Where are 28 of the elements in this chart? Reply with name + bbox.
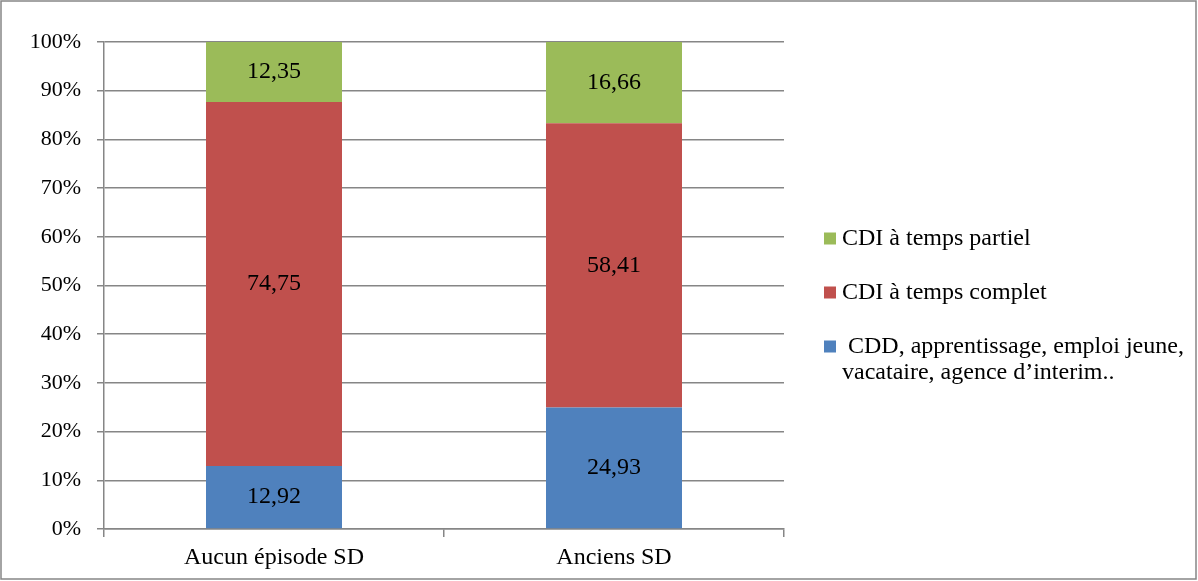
data-label: 12,92 xyxy=(247,482,301,509)
data-label: 16,66 xyxy=(587,67,641,94)
x-tick-label: Aucun épisode SD xyxy=(184,542,364,569)
bar xyxy=(206,102,342,467)
y-tick-label: 30% xyxy=(40,368,81,394)
legend-label: CDD, apprentissage, emploi jeune, vacataire, agence d’interim.. xyxy=(842,331,1184,384)
y-tick-label: 10% xyxy=(40,466,81,492)
y-tick-label: 90% xyxy=(40,76,81,102)
bar xyxy=(546,123,682,408)
y-tick-label: 50% xyxy=(40,271,81,297)
bar xyxy=(206,466,342,529)
y-tick-label: 40% xyxy=(40,319,81,345)
x-tick-label: Anciens SD xyxy=(556,542,672,569)
data-label: 74,75 xyxy=(247,269,301,296)
y-tick-label: 20% xyxy=(40,417,81,443)
data-label: 58,41 xyxy=(587,250,641,277)
bar xyxy=(206,42,342,103)
y-tick-label: 0% xyxy=(51,514,81,540)
legend-label: CDI à temps complet xyxy=(842,277,1047,304)
bar xyxy=(546,42,682,124)
legend-label: CDI à temps partiel xyxy=(842,223,1031,250)
data-label: 24,93 xyxy=(587,453,641,480)
y-tick-label: 60% xyxy=(40,222,81,248)
bar xyxy=(546,407,682,529)
y-tick-label: 80% xyxy=(40,125,81,151)
data-label: 12,35 xyxy=(247,57,301,84)
y-tick-label: 70% xyxy=(40,173,81,199)
y-tick-label: 100% xyxy=(29,27,81,53)
